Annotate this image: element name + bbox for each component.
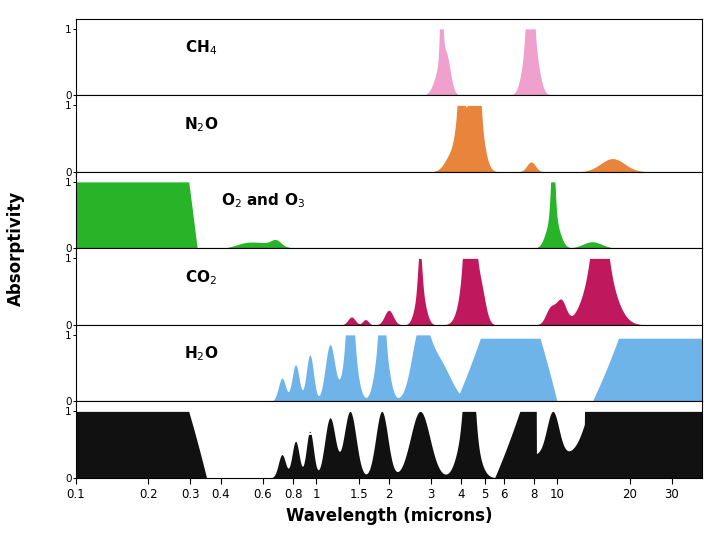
Text: H$_2$O: H$_2$O [184,345,218,363]
Text: N$_2$O: N$_2$O [184,115,218,134]
Text: Atmosphere: Atmosphere [212,423,315,438]
Text: Absorptivity: Absorptivity [6,191,24,306]
Text: CO$_2$: CO$_2$ [185,268,217,287]
Text: O$_2$ and O$_3$: O$_2$ and O$_3$ [222,192,305,210]
X-axis label: Wavelength (microns): Wavelength (microns) [286,507,492,525]
Text: CH$_4$: CH$_4$ [185,39,217,57]
